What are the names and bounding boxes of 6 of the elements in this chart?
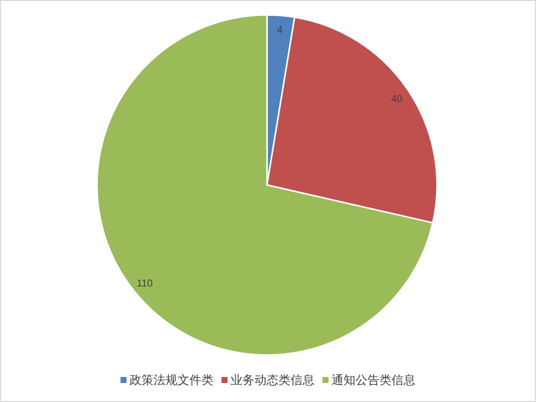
legend-label: 政策法规文件类: [130, 373, 214, 387]
legend-label: 业务动态类信息: [230, 373, 314, 387]
legend-label: 通知公告类信息: [332, 373, 416, 387]
data-label: 110: [136, 278, 154, 290]
data-label: 4: [276, 25, 283, 36]
data-label: 40: [391, 94, 403, 105]
